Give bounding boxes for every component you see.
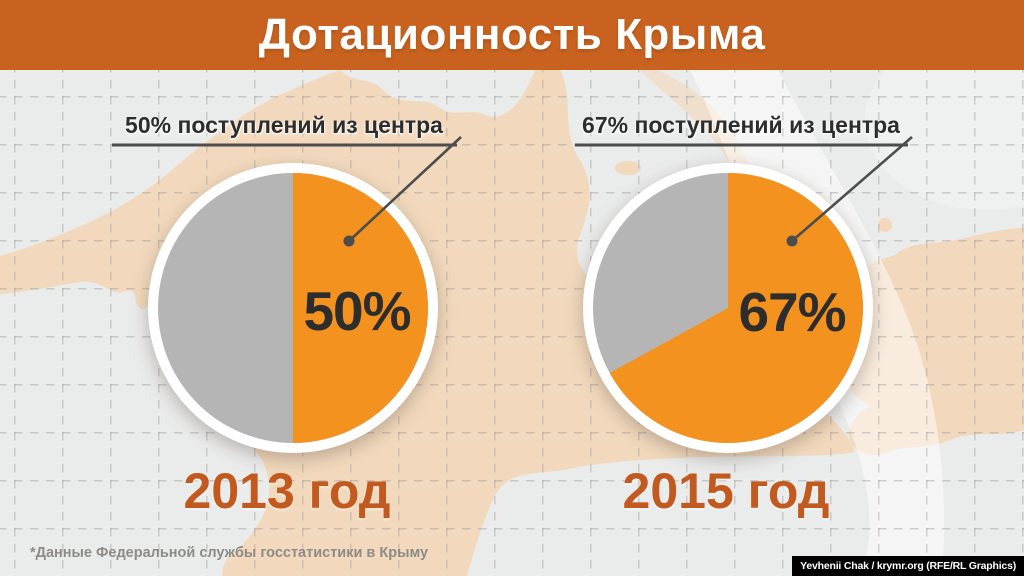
page-title: Дотационность Крыма <box>258 10 766 59</box>
header-banner: Дотационность Крыма <box>0 0 1024 70</box>
year-label-2013: 2013 год <box>183 463 391 519</box>
pie-value-label-2015: 67% <box>738 281 846 343</box>
credit-badge: Yevhenii Chak / krymr.org (RFE/RL Graphi… <box>792 556 1024 576</box>
callout-label-2015: 67% поступлений из центра <box>582 112 900 138</box>
source-note: *Данные Федеральной службы госстатистики… <box>30 545 429 561</box>
pie-value-label-2013: 50% <box>303 280 411 342</box>
callout-label-2013: 50% поступлений из центра <box>125 112 443 138</box>
year-label-2015: 2015 год <box>622 463 830 519</box>
